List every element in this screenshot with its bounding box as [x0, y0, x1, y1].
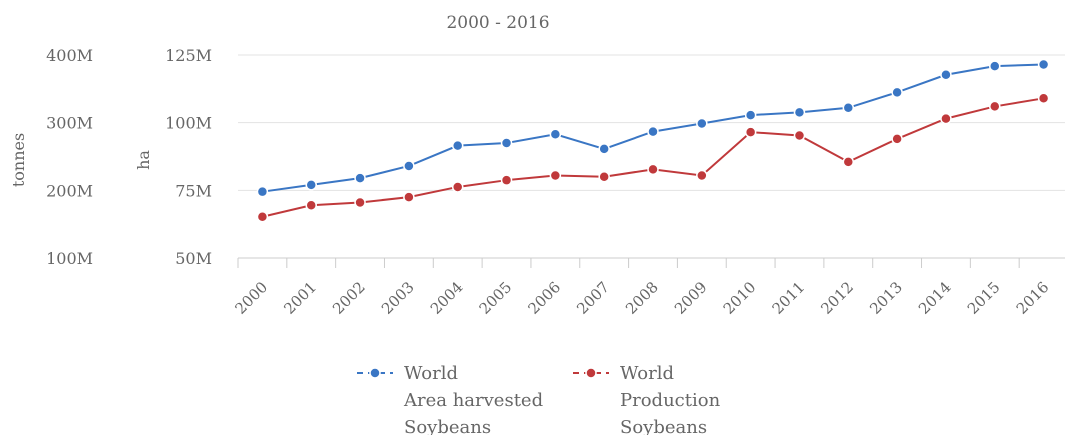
x-tick-label: 2005 — [476, 278, 516, 318]
series-point — [500, 137, 513, 149]
legend-label: World — [620, 363, 674, 384]
x-tick-label: 2004 — [427, 278, 467, 318]
series-point — [354, 196, 366, 209]
right-y-tick-label: 75M — [175, 181, 212, 200]
series-point — [744, 109, 757, 121]
x-tick-label: 2008 — [622, 278, 662, 318]
right-y-tick-label: 100M — [165, 114, 212, 133]
series-point — [989, 60, 1001, 72]
series-point — [451, 181, 464, 193]
x-tick-label: 2010 — [720, 278, 760, 318]
right-y-tick-label: 50M — [175, 249, 212, 268]
left-axis-label: tonnes — [9, 133, 28, 187]
series-point — [989, 100, 1001, 113]
x-tick-label: 2015 — [964, 278, 1004, 318]
x-tick-label: 2011 — [769, 278, 809, 318]
series-point — [696, 117, 708, 130]
series-point — [598, 171, 610, 183]
left-y-tick-label: 300M — [46, 114, 93, 133]
x-tick-label: 2006 — [524, 278, 564, 318]
series-point — [451, 139, 464, 152]
series-line — [262, 97, 1044, 218]
legend-label: World — [404, 363, 458, 384]
x-tick-label: 2016 — [1013, 278, 1053, 318]
series-point — [598, 143, 610, 155]
x-tick-label: 2002 — [329, 278, 369, 318]
series-point — [305, 179, 317, 191]
x-tick-label: 2007 — [573, 278, 613, 318]
left-y-tick-label: 200M — [46, 181, 93, 200]
series-point — [256, 185, 269, 198]
series-point — [1037, 92, 1050, 105]
legend-label: Area harvested — [403, 390, 543, 411]
gridlines — [238, 54, 1065, 191]
series-point — [891, 86, 903, 99]
series-point — [354, 172, 366, 184]
right-y-tick-label: 125M — [165, 46, 212, 65]
series-point — [891, 133, 903, 145]
x-axis: 2000 2001 2002 2003 2004 2005 2006 2007 2008 2009… — [232, 257, 1065, 318]
series-point — [647, 163, 659, 176]
series-point — [549, 169, 562, 182]
x-tick-label: 2014 — [915, 278, 955, 318]
series-point — [793, 129, 806, 142]
legend-label: Soybeans — [404, 417, 491, 435]
series-point — [793, 106, 806, 119]
series-point — [744, 126, 757, 138]
x-tick-label: 2003 — [378, 278, 418, 318]
chart-title: 2000 - 2016 — [446, 13, 549, 33]
x-tick-label: 2009 — [671, 278, 711, 318]
legend-marker — [369, 367, 381, 379]
x-tick-label: 2000 — [232, 278, 272, 318]
right-y-axis: 50M 75M 100M 125M — [165, 46, 212, 268]
series-point — [500, 174, 513, 186]
legend-marker — [585, 367, 597, 379]
series-point — [940, 69, 952, 81]
series-point — [842, 102, 855, 114]
x-tick-label: 2012 — [817, 278, 857, 318]
left-y-tick-label: 400M — [46, 46, 93, 65]
series-point — [940, 112, 952, 125]
series-point — [403, 191, 415, 203]
series-point — [696, 169, 708, 182]
series-point — [403, 160, 415, 172]
series-point — [305, 199, 317, 211]
x-tick-label: 2001 — [280, 278, 320, 318]
left-y-axis: 100M 200M 300M 400M — [46, 46, 93, 268]
series-point — [256, 210, 269, 223]
series-group — [256, 58, 1050, 223]
series-point — [842, 156, 855, 168]
series-point — [647, 125, 659, 138]
x-tick-label: 2013 — [866, 278, 906, 318]
legend: World Area harvested Soybeans World Producti… — [357, 363, 721, 435]
series-point — [1037, 58, 1050, 71]
right-axis-label: ha — [134, 150, 153, 170]
legend-label: Soybeans — [620, 417, 707, 435]
series-point — [549, 128, 562, 141]
left-y-tick-label: 100M — [46, 249, 93, 268]
legend-label: Production — [620, 390, 721, 411]
